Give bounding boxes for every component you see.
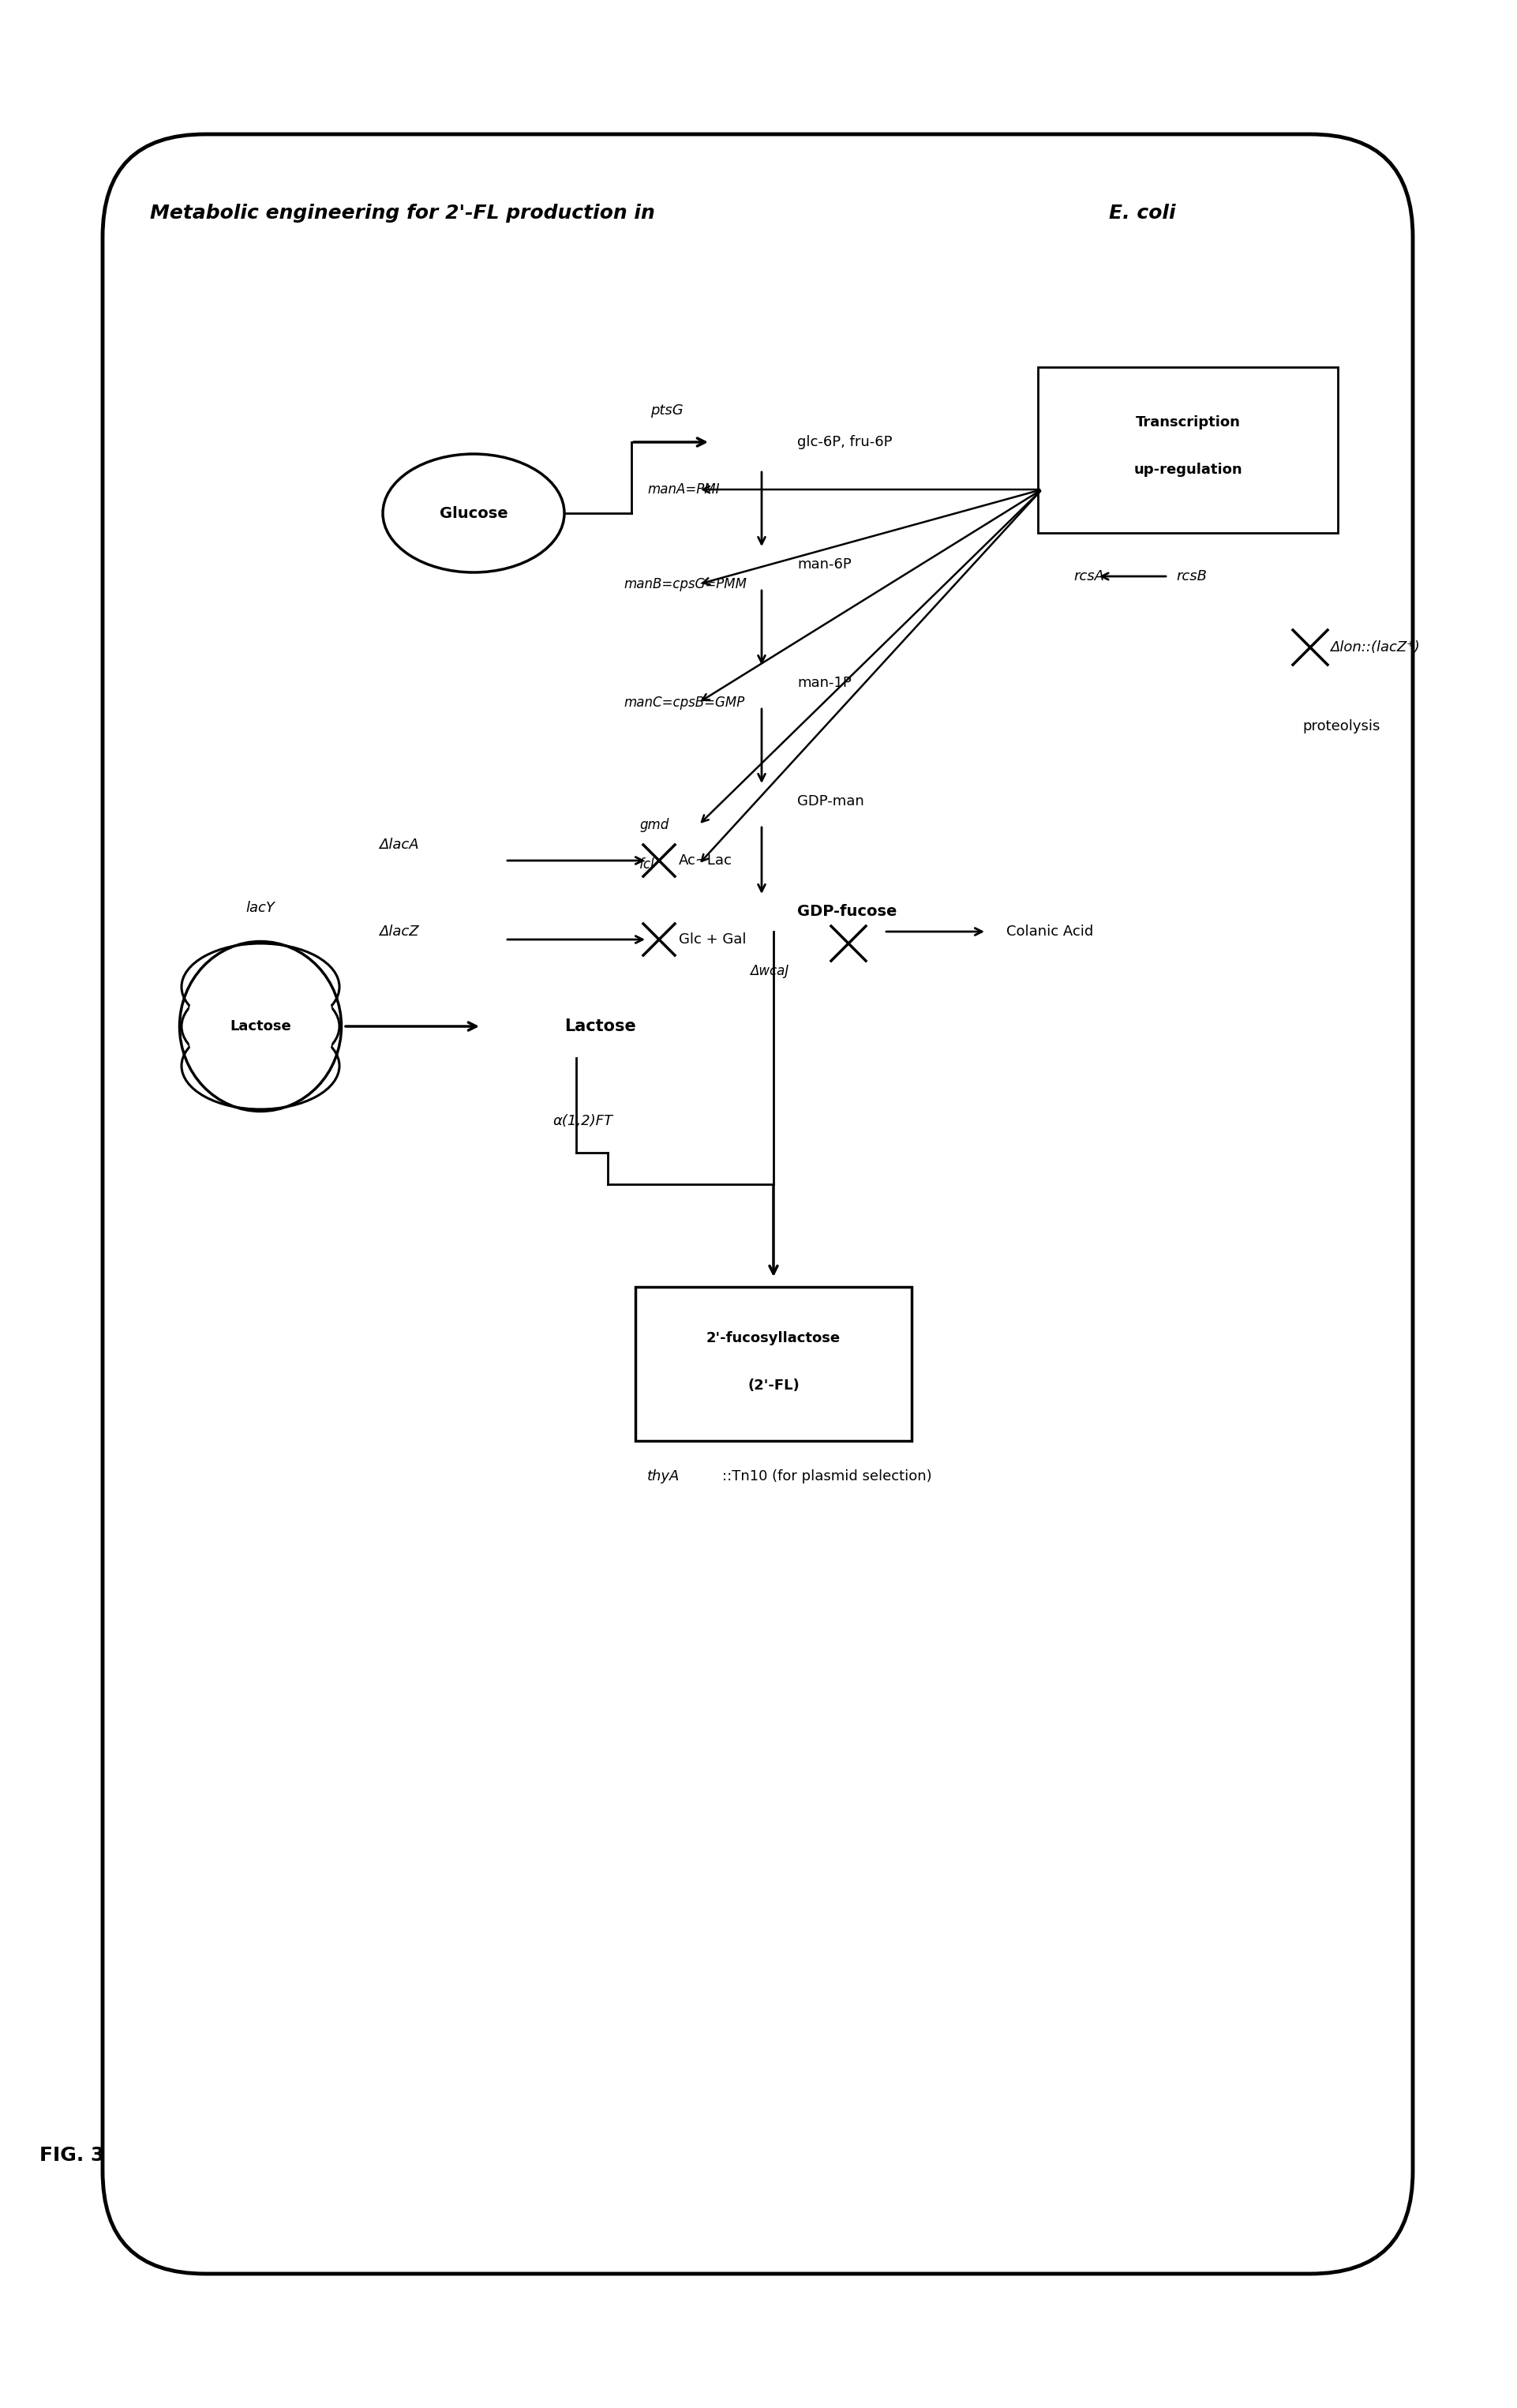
Text: Glc + Gal: Glc + Gal xyxy=(678,932,746,946)
Text: Transcription: Transcription xyxy=(1135,414,1241,429)
Text: α(1,2)FT: α(1,2)FT xyxy=(552,1115,613,1129)
Text: rcsB: rcsB xyxy=(1176,568,1208,583)
Text: Colanic Acid: Colanic Acid xyxy=(1006,925,1094,939)
Text: GDP-man: GDP-man xyxy=(796,795,865,809)
Text: GDP-fucose: GDP-fucose xyxy=(796,905,897,920)
Text: proteolysis: proteolysis xyxy=(1302,720,1380,734)
Text: Glucose: Glucose xyxy=(440,506,508,520)
Text: ptsG: ptsG xyxy=(651,405,684,417)
Text: 2'-fucosyllactose: 2'-fucosyllactose xyxy=(707,1332,840,1346)
Text: Ac~Lac: Ac~Lac xyxy=(678,852,733,867)
Text: (2'-FL): (2'-FL) xyxy=(748,1377,799,1392)
Text: Metabolic engineering for 2'-FL production in: Metabolic engineering for 2'-FL producti… xyxy=(150,205,661,222)
Text: manC=cpsB=GMP: manC=cpsB=GMP xyxy=(623,696,745,710)
Text: man-1P: man-1P xyxy=(796,677,851,691)
Text: up-regulation: up-regulation xyxy=(1133,462,1242,477)
Text: man-6P: man-6P xyxy=(796,556,851,571)
Text: E. coli: E. coli xyxy=(1109,205,1176,222)
Text: ΔlacZ: ΔlacZ xyxy=(379,925,419,939)
Ellipse shape xyxy=(188,946,334,1105)
Text: rcsA: rcsA xyxy=(1074,568,1104,583)
FancyBboxPatch shape xyxy=(103,135,1412,2273)
Ellipse shape xyxy=(182,1023,340,1110)
FancyBboxPatch shape xyxy=(636,1286,912,1440)
Text: ::Tn10 (for plasmid selection): ::Tn10 (for plasmid selection) xyxy=(722,1469,931,1483)
Text: glc-6P, fru-6P: glc-6P, fru-6P xyxy=(796,436,892,450)
Text: ΔlacA: ΔlacA xyxy=(379,838,419,852)
Text: manA=PMI: manA=PMI xyxy=(648,482,719,496)
FancyBboxPatch shape xyxy=(1038,366,1338,532)
Text: lacY: lacY xyxy=(246,901,275,915)
Ellipse shape xyxy=(182,982,340,1069)
Text: ΔwcaJ: ΔwcaJ xyxy=(749,963,789,978)
Text: thyA: thyA xyxy=(648,1469,680,1483)
Text: Lactose: Lactose xyxy=(564,1019,636,1035)
Text: Δlon::(lacZ⁺): Δlon::(lacZ⁺) xyxy=(1330,641,1420,655)
Text: gmd: gmd xyxy=(639,819,669,833)
Text: Lactose: Lactose xyxy=(229,1019,291,1033)
Ellipse shape xyxy=(382,455,564,573)
Text: fcl: fcl xyxy=(639,857,655,872)
Ellipse shape xyxy=(182,944,340,1031)
Text: manB=cpsG=PMM: manB=cpsG=PMM xyxy=(623,578,746,592)
Text: FIG. 3: FIG. 3 xyxy=(39,2146,105,2165)
